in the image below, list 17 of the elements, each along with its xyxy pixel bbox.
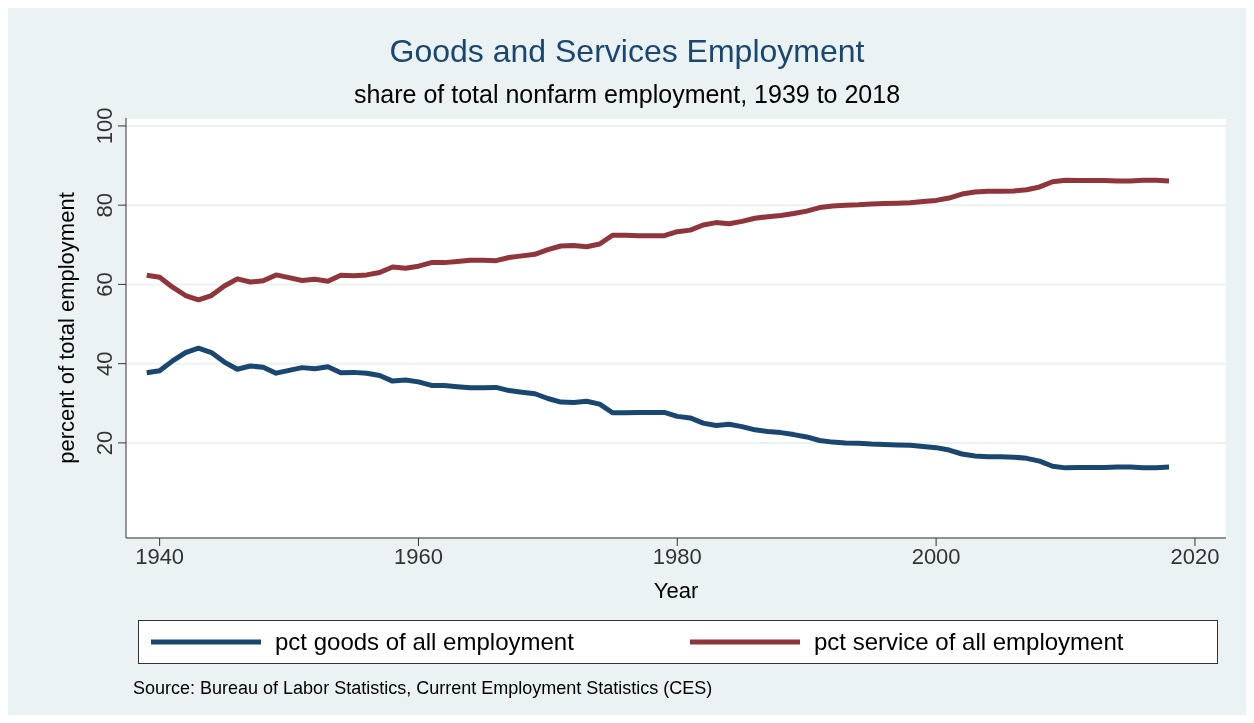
y-tick-label: 20: [92, 430, 117, 456]
x-tick-label: 1940: [135, 543, 185, 569]
y-tick-label: 100: [92, 107, 117, 145]
chart-subtitle: share of total nonfarm employment, 1939 to 2018: [352, 80, 902, 109]
y-tick-label: 40: [92, 351, 117, 376]
x-tick-label: 2020: [1170, 543, 1220, 569]
chart-title: Goods and Services Employment: [388, 33, 866, 70]
source-note: Source: Bureau of Labor Statistics, Current Employment Statistics (CES): [133, 678, 713, 699]
x-tick-label: 2000: [911, 543, 961, 569]
legend-label: pct service of all employment: [814, 628, 1124, 656]
y-tick-label: 80: [92, 192, 117, 218]
x-axis-title: Year: [653, 578, 699, 603]
legend-label: pct goods of all employment: [275, 628, 574, 656]
y-tick-label: 60: [92, 272, 117, 297]
x-tick-label: 1980: [652, 543, 702, 569]
y-axis-title: percent of total employment: [53, 192, 79, 464]
x-tick-label: 1960: [393, 543, 443, 569]
